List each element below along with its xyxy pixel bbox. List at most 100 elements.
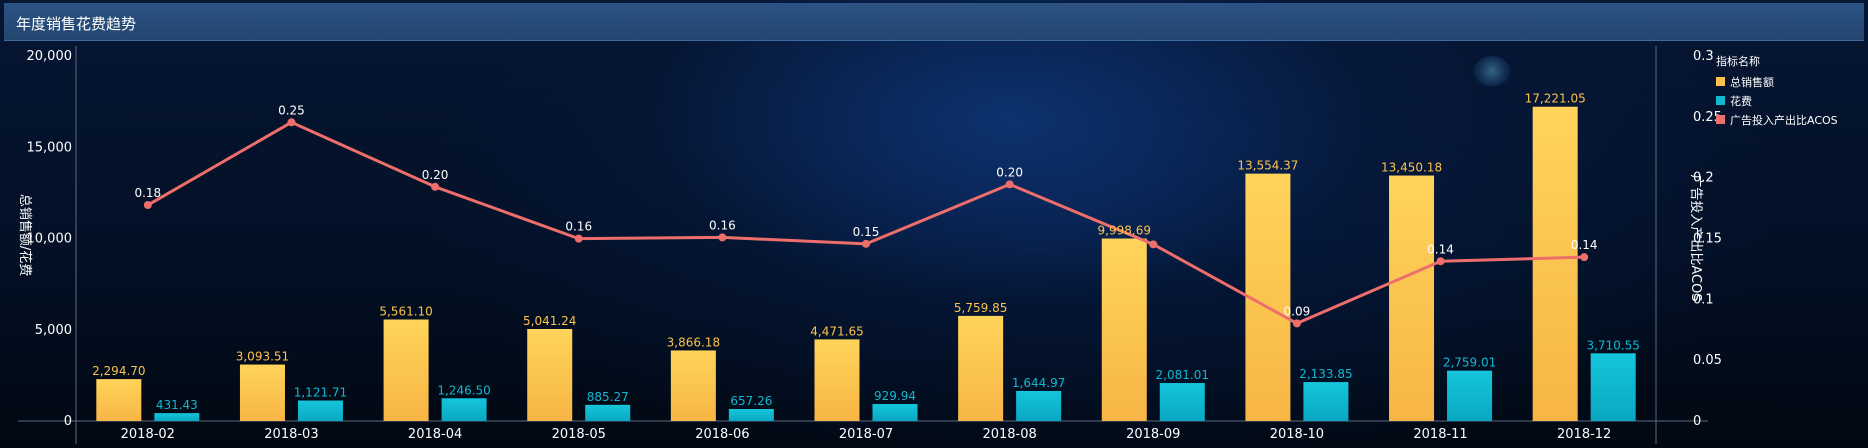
acos-point bbox=[143, 201, 152, 210]
legend-label-sales: 总销售额 bbox=[1730, 75, 1774, 89]
x-tick-label: 2018-08 bbox=[982, 427, 1036, 442]
y-right-tick-label: 0.1 bbox=[1693, 292, 1714, 307]
bar-label-sales: 13,450.18 bbox=[1381, 161, 1442, 175]
x-tick-label: 2018-03 bbox=[264, 427, 318, 442]
acos-point-label: 0.16 bbox=[565, 220, 592, 234]
acos-point bbox=[431, 182, 440, 191]
acos-point bbox=[1436, 257, 1445, 266]
bar-cost bbox=[728, 409, 774, 421]
y-right-tick-label: 0.2 bbox=[1693, 171, 1714, 186]
bar-label-sales: 9,998.69 bbox=[1098, 224, 1151, 238]
acos-point-label: 0.09 bbox=[1284, 304, 1311, 318]
bar-label-cost: 1,246.50 bbox=[437, 383, 490, 397]
bar-sales bbox=[1532, 106, 1578, 422]
bar-cost bbox=[1159, 383, 1205, 421]
acos-point-label: 0.16 bbox=[709, 218, 736, 232]
y-left-tick-label: 10,000 bbox=[27, 232, 73, 247]
y-axis-left-label: 总销售额/花费 bbox=[17, 194, 33, 276]
bar-cost bbox=[1447, 370, 1493, 421]
bar-cost bbox=[872, 404, 918, 421]
bar-sales bbox=[96, 379, 142, 421]
bar-label-cost: 885.27 bbox=[587, 390, 629, 404]
legend-label-cost: 花费 bbox=[1730, 95, 1752, 108]
bar-cost bbox=[1016, 390, 1062, 421]
background-glow bbox=[1474, 56, 1510, 86]
y-axis-right-label: 广告投入产出比ACOS bbox=[1688, 174, 1704, 301]
y-left-tick-label: 20,000 bbox=[27, 49, 73, 64]
bar-label-cost: 2,133.85 bbox=[1299, 367, 1352, 381]
x-tick-label: 2018-11 bbox=[1413, 427, 1467, 442]
x-tick-label: 2018-09 bbox=[1126, 427, 1180, 442]
acos-point bbox=[1005, 180, 1014, 189]
acos-point bbox=[1149, 240, 1158, 249]
bar-label-sales: 2,294.70 bbox=[92, 364, 145, 378]
bar-cost bbox=[1590, 353, 1636, 421]
bars bbox=[96, 106, 1636, 422]
bar-sales bbox=[958, 315, 1004, 421]
x-tick-label: 2018-07 bbox=[839, 427, 893, 442]
x-tick-label: 2018-10 bbox=[1270, 427, 1324, 442]
acos-point-label: 0.18 bbox=[134, 186, 161, 200]
y-right-tick-label: 0.05 bbox=[1693, 353, 1722, 368]
acos-point-label: 0.20 bbox=[422, 168, 449, 182]
bar-cost bbox=[154, 413, 200, 421]
acos-point bbox=[862, 239, 870, 248]
acos-point-label: 0.20 bbox=[996, 165, 1023, 179]
bar-label-cost: 2,759.01 bbox=[1443, 356, 1496, 370]
bar-label-sales: 17,221.05 bbox=[1525, 92, 1586, 106]
bar-cost bbox=[297, 400, 343, 421]
acos-line-layer bbox=[143, 118, 1589, 328]
y-left-tick-label: 15,000 bbox=[27, 140, 73, 155]
bar-label-sales: 3,093.51 bbox=[236, 350, 289, 364]
legend-item-acos[interactable]: 广告投入产出比ACOS bbox=[1716, 113, 1838, 127]
bar-sales bbox=[814, 339, 860, 421]
bar-label-cost: 1,644.97 bbox=[1012, 376, 1065, 390]
x-tick-label: 2018-06 bbox=[695, 427, 749, 442]
title-bar: 年度销售花费趋势 bbox=[4, 3, 1864, 41]
bar-label-cost: 929.94 bbox=[874, 389, 916, 403]
bar-sales bbox=[670, 350, 716, 421]
bar-cost bbox=[441, 398, 487, 421]
legend-swatch-cost bbox=[1716, 96, 1725, 105]
y-left-tick-label: 0 bbox=[64, 414, 72, 429]
y-left-tick-label: 5,000 bbox=[35, 323, 72, 338]
x-tick-label: 2018-12 bbox=[1557, 427, 1611, 442]
y-right-tick-label: 0.25 bbox=[1693, 110, 1722, 125]
legend-swatch-sales bbox=[1716, 77, 1725, 86]
bar-label-sales: 5,561.10 bbox=[379, 305, 432, 319]
x-tick-label: 2018-02 bbox=[121, 427, 175, 442]
bar-label-sales: 5,041.24 bbox=[523, 314, 576, 328]
chart-title: 年度销售花费趋势 bbox=[16, 15, 137, 33]
bar-label-cost: 3,710.55 bbox=[1586, 338, 1639, 352]
bar-label-cost: 431.43 bbox=[156, 398, 198, 412]
bar-cost bbox=[1303, 382, 1349, 421]
bar-label-sales: 4,471.65 bbox=[810, 324, 863, 338]
bar-label-sales: 5,759.85 bbox=[954, 301, 1007, 315]
acos-point-label: 0.15 bbox=[853, 225, 880, 239]
x-tick-label: 2018-05 bbox=[552, 427, 606, 442]
legend: 指标名称 总销售额 花费 广告投入产出比ACOS bbox=[1716, 54, 1838, 127]
bar-label-sales: 13,554.37 bbox=[1237, 159, 1298, 173]
acos-point bbox=[287, 118, 296, 127]
data-labels: 2,294.70 3,093.51 5,561.10 5,041.24 3,866.18… bbox=[92, 92, 1640, 412]
bar-sales bbox=[527, 328, 573, 421]
bar-label-cost: 2,081.01 bbox=[1156, 368, 1209, 382]
acos-point bbox=[1580, 253, 1589, 262]
legend-swatch-acos bbox=[1716, 115, 1725, 124]
legend-item-sales[interactable]: 总销售额 bbox=[1716, 75, 1774, 89]
bar-sales bbox=[1389, 175, 1435, 421]
bar-sales bbox=[1101, 238, 1147, 421]
legend-item-cost[interactable]: 花费 bbox=[1716, 95, 1752, 108]
acos-point-label: 0.14 bbox=[1427, 242, 1454, 256]
acos-point bbox=[718, 233, 727, 242]
y-right-tick-label: 0.15 bbox=[1693, 232, 1722, 247]
bar-cost bbox=[585, 404, 631, 421]
acos-point bbox=[1292, 319, 1301, 328]
bar-sales bbox=[383, 319, 429, 421]
legend-title: 指标名称 bbox=[1716, 54, 1760, 68]
bar-label-cost: 1,121.71 bbox=[294, 386, 347, 400]
acos-point-label: 0.14 bbox=[1571, 238, 1598, 252]
acos-point-label: 0.25 bbox=[278, 103, 305, 117]
